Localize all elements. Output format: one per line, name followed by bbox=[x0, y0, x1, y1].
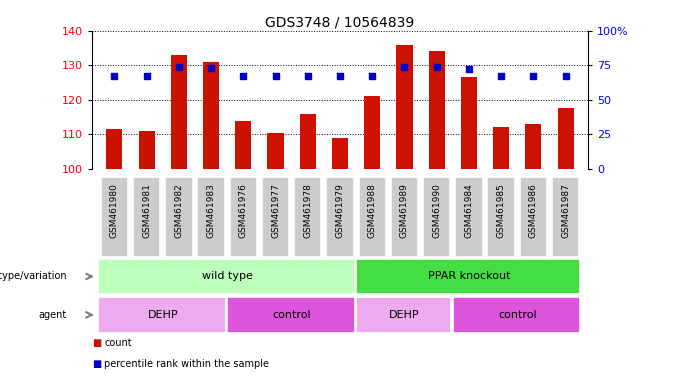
Text: DEHP: DEHP bbox=[389, 310, 420, 320]
Point bbox=[238, 73, 249, 79]
Bar bbox=[139, 131, 154, 169]
FancyBboxPatch shape bbox=[488, 177, 515, 257]
Point bbox=[464, 66, 475, 73]
Bar bbox=[106, 129, 122, 169]
Bar bbox=[493, 127, 509, 169]
Point bbox=[303, 73, 313, 79]
Point bbox=[560, 73, 571, 79]
Text: DEHP: DEHP bbox=[148, 310, 178, 320]
Point bbox=[367, 73, 377, 79]
FancyBboxPatch shape bbox=[227, 297, 354, 333]
Bar bbox=[267, 132, 284, 169]
Text: ■: ■ bbox=[92, 359, 101, 369]
FancyBboxPatch shape bbox=[356, 297, 452, 333]
FancyBboxPatch shape bbox=[358, 177, 386, 257]
Text: wild type: wild type bbox=[202, 271, 252, 281]
Text: GSM461990: GSM461990 bbox=[432, 183, 441, 238]
Point bbox=[335, 73, 345, 79]
Point bbox=[496, 73, 507, 79]
Text: control: control bbox=[498, 310, 537, 320]
Title: GDS3748 / 10564839: GDS3748 / 10564839 bbox=[265, 16, 415, 30]
FancyBboxPatch shape bbox=[230, 177, 257, 257]
FancyBboxPatch shape bbox=[520, 177, 547, 257]
Text: ■: ■ bbox=[92, 338, 101, 348]
FancyBboxPatch shape bbox=[197, 177, 225, 257]
Text: GSM461982: GSM461982 bbox=[174, 183, 184, 238]
Text: GSM461983: GSM461983 bbox=[207, 183, 216, 238]
Text: GSM461979: GSM461979 bbox=[335, 183, 345, 238]
FancyBboxPatch shape bbox=[356, 259, 580, 294]
Point bbox=[141, 73, 152, 79]
Text: control: control bbox=[272, 310, 311, 320]
Bar bbox=[526, 124, 541, 169]
Text: PPAR knockout: PPAR knockout bbox=[428, 271, 510, 281]
Bar bbox=[396, 45, 413, 169]
Point bbox=[205, 65, 216, 71]
Bar bbox=[428, 51, 445, 169]
Point bbox=[528, 73, 539, 79]
FancyBboxPatch shape bbox=[98, 259, 354, 294]
Bar bbox=[171, 55, 187, 169]
Point bbox=[270, 73, 281, 79]
Bar bbox=[300, 114, 316, 169]
FancyBboxPatch shape bbox=[294, 177, 322, 257]
Text: count: count bbox=[104, 338, 132, 348]
Text: GSM461984: GSM461984 bbox=[464, 183, 473, 238]
Bar bbox=[235, 121, 252, 169]
Text: GSM461980: GSM461980 bbox=[110, 183, 119, 238]
Point bbox=[431, 64, 442, 70]
Bar bbox=[332, 138, 348, 169]
FancyBboxPatch shape bbox=[391, 177, 418, 257]
Point bbox=[109, 73, 120, 79]
FancyBboxPatch shape bbox=[98, 297, 226, 333]
Bar bbox=[461, 77, 477, 169]
Text: GSM461977: GSM461977 bbox=[271, 183, 280, 238]
FancyBboxPatch shape bbox=[453, 297, 580, 333]
Text: GSM461985: GSM461985 bbox=[496, 183, 506, 238]
Bar bbox=[364, 96, 380, 169]
Text: GSM461989: GSM461989 bbox=[400, 183, 409, 238]
FancyBboxPatch shape bbox=[101, 177, 128, 257]
Text: percentile rank within the sample: percentile rank within the sample bbox=[104, 359, 269, 369]
Text: GSM461981: GSM461981 bbox=[142, 183, 151, 238]
Bar bbox=[203, 62, 219, 169]
Text: GSM461978: GSM461978 bbox=[303, 183, 312, 238]
FancyBboxPatch shape bbox=[262, 177, 289, 257]
Text: genotype/variation: genotype/variation bbox=[0, 271, 67, 281]
Text: agent: agent bbox=[39, 310, 67, 320]
Point bbox=[399, 64, 410, 70]
FancyBboxPatch shape bbox=[133, 177, 160, 257]
Point bbox=[173, 64, 184, 70]
FancyBboxPatch shape bbox=[455, 177, 483, 257]
Text: GSM461988: GSM461988 bbox=[368, 183, 377, 238]
Text: GSM461987: GSM461987 bbox=[561, 183, 570, 238]
FancyBboxPatch shape bbox=[552, 177, 579, 257]
FancyBboxPatch shape bbox=[423, 177, 450, 257]
FancyBboxPatch shape bbox=[165, 177, 192, 257]
FancyBboxPatch shape bbox=[326, 177, 354, 257]
Text: GSM461986: GSM461986 bbox=[529, 183, 538, 238]
Bar bbox=[558, 108, 574, 169]
Text: GSM461976: GSM461976 bbox=[239, 183, 248, 238]
